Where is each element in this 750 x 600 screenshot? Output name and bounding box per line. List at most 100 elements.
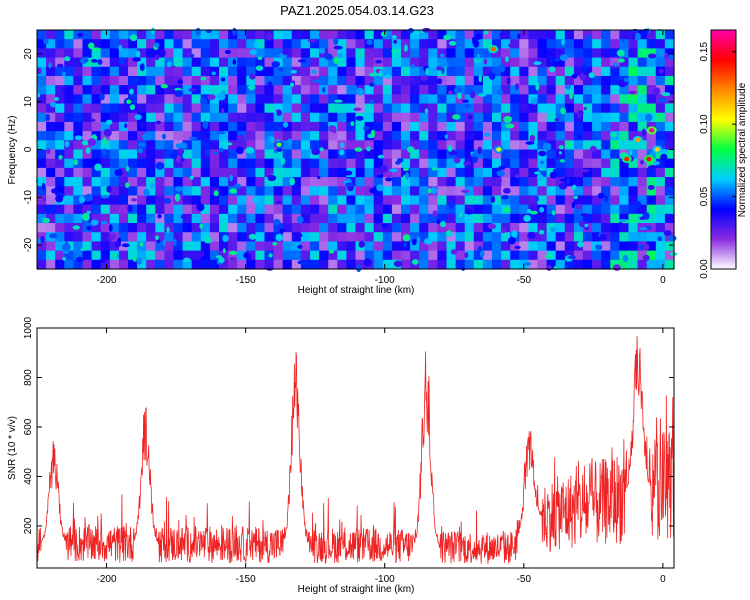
heatmap-cell	[273, 39, 284, 49]
heatmap-cell	[382, 186, 393, 197]
heatmap-cell	[446, 167, 457, 178]
heatmap-blob	[585, 34, 592, 40]
heatmap-blob	[102, 137, 107, 145]
heatmap-cell	[537, 140, 548, 151]
heatmap-cell	[555, 250, 566, 261]
heatmap-cell	[501, 39, 511, 49]
heatmap-cell	[246, 149, 256, 160]
heatmap-cell	[455, 131, 466, 141]
heatmap-blob	[345, 182, 354, 187]
heatmap-cell	[137, 232, 147, 243]
heatmap-cell	[73, 259, 84, 270]
heatmap-cell	[637, 94, 648, 105]
heatmap-blob	[203, 236, 213, 244]
heatmap-cell	[592, 103, 602, 114]
heatmap-cell	[310, 195, 320, 206]
heatmap-blob	[216, 131, 226, 135]
heatmap-cell	[219, 57, 229, 68]
heatmap-cell	[583, 103, 593, 114]
heatmap-cell	[146, 112, 156, 123]
heatmap-cell	[246, 195, 256, 206]
heatmap-cell	[219, 140, 229, 151]
hotspot	[496, 147, 502, 152]
heatmap-cell	[592, 57, 602, 68]
heatmap-cell	[473, 167, 484, 178]
heatmap-blob	[456, 92, 462, 100]
heatmap-cell	[55, 103, 65, 114]
heatmap-cell	[64, 112, 74, 123]
heatmap-blob	[500, 228, 506, 234]
heatmap-cell	[200, 167, 211, 178]
heatmap-blob	[437, 78, 443, 85]
heatmap-cell	[419, 94, 429, 105]
heatmap-cell	[128, 149, 138, 160]
colorbar-tick-label: 0.05	[699, 186, 710, 206]
heatmap-cell	[109, 149, 120, 160]
heatmap-cell	[337, 57, 347, 68]
heatmap-cell	[573, 149, 584, 160]
heatmap-cell	[137, 57, 147, 68]
snr-y-label: SNR (10 * v/v)	[7, 416, 18, 480]
heatmap-cell	[419, 250, 429, 261]
heatmap-blob	[94, 163, 102, 171]
heatmap-cell	[446, 241, 457, 252]
heatmap-cell	[64, 149, 74, 160]
heatmap-cell	[91, 158, 102, 169]
spectrogram-y-label: Frequency (Hz)	[7, 116, 18, 185]
heatmap-cell	[473, 213, 484, 224]
heatmap-cell	[546, 48, 557, 59]
heatmap-cell	[319, 195, 329, 206]
heatmap-blob	[255, 65, 264, 71]
heatmap-cell	[282, 259, 293, 270]
heatmap-blob	[62, 257, 66, 261]
heatmap-cell	[237, 241, 247, 252]
heatmap-cell	[310, 39, 320, 49]
heatmap-cell	[628, 232, 639, 243]
heatmap-cell	[55, 167, 65, 178]
heatmap-cell	[419, 204, 429, 215]
heatmap-blob	[569, 91, 573, 100]
heatmap-cell	[492, 250, 502, 261]
heatmap-cell	[273, 250, 284, 261]
heatmap-cell	[55, 250, 65, 261]
heatmap-cell	[346, 66, 357, 77]
heatmap-cell	[255, 223, 266, 233]
heatmap-cell	[401, 103, 411, 114]
heatmap-cell	[510, 223, 520, 233]
heatmap-cell	[519, 75, 529, 86]
x-tick-label: -200	[97, 275, 117, 286]
heatmap-cell	[637, 149, 648, 160]
heatmap-cell	[191, 241, 202, 252]
heatmap-cell	[510, 186, 520, 197]
heatmap-blob	[355, 115, 364, 121]
heatmap-cell	[337, 250, 347, 261]
heatmap-blob	[540, 160, 544, 165]
heatmap-cell	[492, 39, 502, 49]
heatmap-blob	[436, 219, 441, 224]
heatmap-cell	[64, 121, 74, 132]
heatmap-cell	[55, 241, 65, 252]
heatmap-cell	[46, 30, 56, 40]
heatmap-cell	[492, 30, 502, 40]
heatmap-cell	[73, 195, 84, 206]
heatmap-cell	[401, 94, 411, 105]
heatmap-cell	[583, 48, 593, 59]
heatmap-cell	[455, 177, 466, 187]
heatmap-cell	[610, 149, 620, 160]
heatmap-cell	[328, 213, 338, 224]
heatmap-cell	[182, 131, 193, 141]
heatmap-cell	[573, 223, 584, 233]
heatmap-cell	[664, 250, 675, 261]
heatmap-cell	[519, 241, 529, 252]
heatmap-cell	[446, 103, 457, 114]
heatmap-cell	[401, 66, 411, 77]
heatmap-blob	[340, 142, 345, 149]
heatmap-cell	[355, 75, 366, 86]
heatmap-blob	[57, 63, 64, 68]
heatmap-cell	[455, 112, 466, 123]
heatmap-cell	[410, 232, 420, 243]
heatmap-cell	[455, 103, 466, 114]
heatmap-cell	[610, 177, 620, 187]
heatmap-cell	[492, 57, 502, 68]
heatmap-cell	[455, 140, 466, 151]
